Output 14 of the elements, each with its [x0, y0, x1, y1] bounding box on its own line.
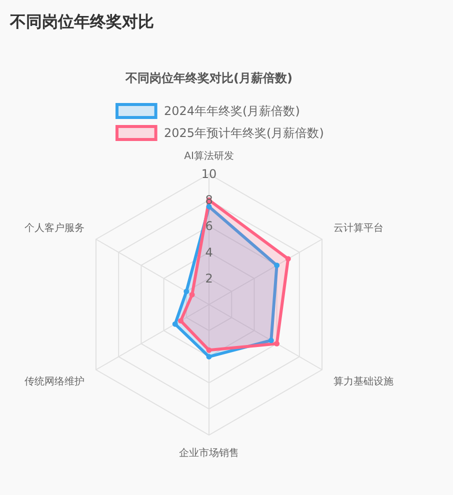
y-tick-label: 2	[205, 271, 213, 286]
y-tick-label: 6	[205, 219, 213, 234]
y-tick-label: 4	[205, 245, 213, 260]
spoke-label: 算力基础设施	[333, 375, 394, 388]
y-tick-label: 10	[201, 167, 217, 181]
chart-title: 不同岗位年终奖对比	[9, 12, 154, 31]
spoke-label: AI算法研发	[184, 150, 234, 162]
spoke-label: 企业市场销售	[179, 447, 239, 459]
spoke-label: 云计算平台	[333, 222, 384, 234]
chart-subtitle: 不同岗位年终奖对比(月薪倍数)	[124, 71, 292, 85]
legend-label: 2024年年终奖(月薪倍数)	[164, 104, 300, 118]
spoke-label: 个人客户服务	[24, 222, 85, 234]
legend-label: 2025年预计年终奖(月薪倍数)	[164, 126, 324, 140]
spoke-label: 传统网络维护	[24, 375, 85, 388]
